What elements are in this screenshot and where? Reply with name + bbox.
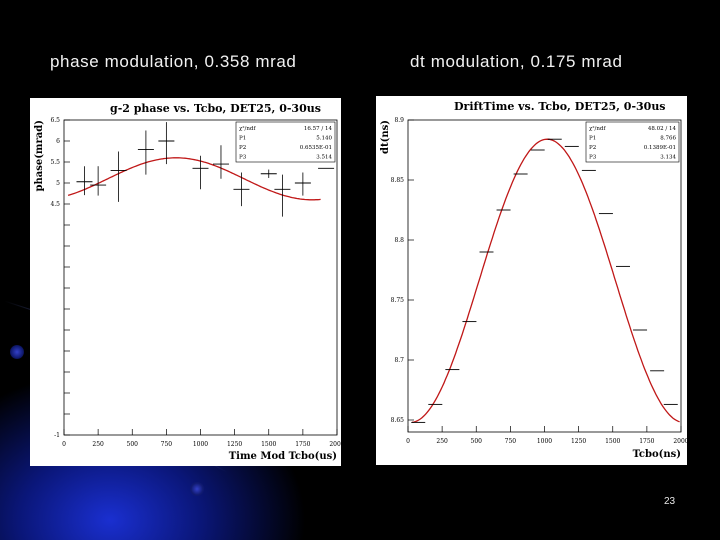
x-tick-label: 1750 [639, 438, 654, 445]
y-tick-label: -1 [54, 432, 60, 439]
x-tick-label: 1250 [227, 441, 242, 448]
stats-label: P3 [239, 155, 247, 161]
x-tick-label: 2000 [329, 441, 341, 448]
x-tick-label: 500 [127, 441, 139, 448]
x-tick-label: 1250 [571, 438, 586, 445]
x-tick-label: 0 [62, 441, 66, 448]
x-tick-label: 250 [436, 438, 448, 445]
y-tick-label: 8.75 [391, 297, 405, 304]
x-tick-label: 2000 [673, 438, 687, 445]
stats-value: 3.134 [660, 155, 676, 161]
y-tick-label: 8.85 [391, 177, 405, 184]
fit-curve [67, 157, 321, 201]
stats-box [235, 121, 336, 163]
x-tick-label: 750 [505, 438, 517, 445]
y-axis-label: dt(ns) [380, 120, 391, 154]
stats-label: P3 [589, 155, 597, 161]
stats-value: 16.57 / 14 [304, 126, 333, 132]
stats-value: 48.02 / 14 [648, 126, 677, 132]
y-tick-label: 5 [56, 180, 60, 187]
x-tick-label: 1500 [605, 438, 620, 445]
chart-title: DriftTime vs. Tcbo, DET25, 0-30us [454, 100, 666, 113]
right-chart-caption: dt modulation, 0.175 mrad [410, 52, 623, 71]
x-axis-label: Tcbo(ns) [633, 449, 681, 460]
x-axis-label: Time Mod Tcbo(us) [229, 451, 337, 462]
stats-value: 3.514 [316, 155, 332, 161]
y-tick-label: 8.65 [391, 417, 405, 424]
phase-chart-panel: g-2 phase vs. Tcbo, DET25, 0-30us 0 250 500… [30, 98, 341, 466]
x-tick-label: 1000 [193, 441, 208, 448]
drifttime-chart: DriftTime vs. Tcbo, DET25, 0-30us 0 250 500… [380, 100, 687, 460]
y-tick-label: 5.5 [50, 159, 60, 166]
stats-label: χ²/ndf [239, 125, 256, 132]
x-tick-label: 250 [92, 441, 104, 448]
y-tick-label: 6.5 [50, 117, 60, 124]
x-tick-label: 500 [471, 438, 483, 445]
stats-label: P1 [589, 136, 596, 142]
plot-frame [407, 119, 682, 433]
left-chart-caption: phase modulation, 0.358 mrad [50, 52, 297, 71]
fit-curve [412, 138, 680, 423]
x-tick-label: 1000 [537, 438, 552, 445]
phase-chart: g-2 phase vs. Tcbo, DET25, 0-30us 0 250 500… [34, 102, 341, 462]
x-tick-label: 750 [161, 441, 173, 448]
stats-label: P2 [239, 145, 246, 151]
x-tick-label: 0 [406, 438, 410, 445]
stats-value: 5.140 [316, 136, 332, 142]
x-tick-label: 1500 [261, 441, 276, 448]
drifttime-chart-panel: DriftTime vs. Tcbo, DET25, 0-30us 0 250 500… [376, 96, 687, 465]
y-tick-label: 8.9 [394, 117, 404, 124]
x-tick-label: 1750 [295, 441, 310, 448]
y-tick-label: 6 [56, 138, 60, 145]
chart-title: g-2 phase vs. Tcbo, DET25, 0-30us [110, 102, 321, 115]
stats-value: 0.6535E-01 [300, 145, 332, 151]
y-tick-label: 8.7 [394, 357, 404, 364]
stats-label: P1 [239, 136, 246, 142]
decorative-dot [10, 345, 24, 359]
stats-label: P2 [589, 145, 596, 151]
y-tick-label: 4.5 [50, 201, 60, 208]
page-number: 23 [664, 496, 676, 507]
stats-value: 8.766 [660, 136, 676, 142]
y-axis-label: phase(mrad) [34, 120, 45, 192]
stats-box [585, 121, 680, 163]
y-tick-label: 8.8 [394, 237, 404, 244]
decorative-dot [190, 482, 204, 496]
stats-label: χ²/ndf [589, 125, 606, 132]
stats-value: 0.1389E-01 [644, 145, 676, 151]
